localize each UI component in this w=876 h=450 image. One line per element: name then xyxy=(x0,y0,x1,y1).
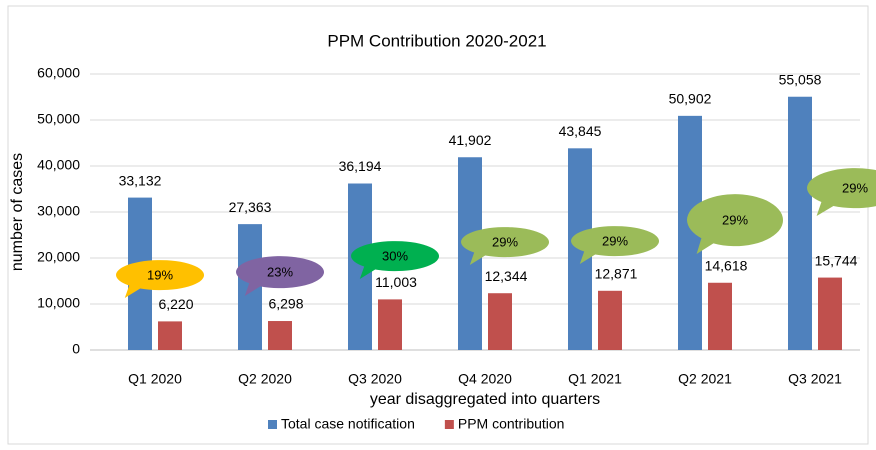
callout: 29% xyxy=(687,194,783,254)
y-tick-label: 60,000 xyxy=(37,65,80,81)
x-tick-label: Q4 2020 xyxy=(458,371,512,387)
bar xyxy=(788,96,812,350)
legend-swatch xyxy=(268,420,277,429)
y-tick-label: 50,000 xyxy=(37,111,80,127)
y-tick-label: 20,000 xyxy=(37,249,80,265)
callout-shape xyxy=(351,241,439,279)
callout-shape xyxy=(571,226,659,264)
callout-text: 19% xyxy=(147,267,173,282)
data-label: 15,744 xyxy=(815,252,858,268)
legend-swatch xyxy=(444,420,454,429)
callout-shape xyxy=(687,194,783,254)
y-tick-label: 30,000 xyxy=(37,203,80,219)
bar xyxy=(598,290,622,350)
x-tick-label: Q1 2021 xyxy=(568,371,622,387)
callout-shape xyxy=(116,260,204,298)
x-tick-label: Q2 2020 xyxy=(238,371,292,387)
data-label: 50,902 xyxy=(669,91,712,107)
x-tick-label: Q1 2020 xyxy=(128,371,182,387)
data-label: 14,618 xyxy=(705,257,748,273)
y-tick-label: 0 xyxy=(72,341,80,357)
callout: 29% xyxy=(807,168,876,216)
callout: 19% xyxy=(116,260,204,298)
callout-text: 30% xyxy=(382,248,408,263)
callout-text: 29% xyxy=(842,180,868,195)
x-tick-label: Q2 2021 xyxy=(678,371,732,387)
bar xyxy=(268,321,292,350)
bar xyxy=(158,321,182,350)
legend-label: Total case notification xyxy=(281,416,415,432)
callout-shape xyxy=(461,227,549,265)
x-tick-label: Q3 2020 xyxy=(348,371,402,387)
data-label: 12,871 xyxy=(595,265,638,281)
callout: 29% xyxy=(571,226,659,264)
data-label: 33,132 xyxy=(119,172,162,188)
x-axis-title: year disaggregated into quarters xyxy=(370,391,600,408)
x-tick-label: Q3 2021 xyxy=(788,371,842,387)
callout-text: 23% xyxy=(267,264,293,279)
callout-text: 29% xyxy=(722,212,748,227)
chart-title: PPM Contribution 2020-2021 xyxy=(327,31,546,50)
data-label: 12,344 xyxy=(485,268,528,284)
y-axis-title: number of cases xyxy=(9,153,26,271)
data-label: 6,298 xyxy=(268,296,303,312)
y-tick-label: 10,000 xyxy=(37,295,80,311)
bar xyxy=(488,293,512,350)
callout: 29% xyxy=(461,227,549,265)
data-label: 6,220 xyxy=(158,296,193,312)
y-tick-label: 40,000 xyxy=(37,157,80,173)
data-label: 41,902 xyxy=(449,132,492,148)
data-label: 36,194 xyxy=(339,158,382,174)
callout-text: 29% xyxy=(602,233,628,248)
callout: 30% xyxy=(351,241,439,279)
data-label: 55,058 xyxy=(779,71,822,87)
callout-shape xyxy=(236,256,324,296)
bar xyxy=(708,282,732,350)
legend-label: PPM contribution xyxy=(458,416,565,432)
callout-text: 29% xyxy=(492,234,518,249)
bar xyxy=(378,299,402,350)
callout: 23% xyxy=(236,256,324,296)
data-label: 27,363 xyxy=(229,199,272,215)
data-label: 43,845 xyxy=(559,123,602,139)
callout-shape xyxy=(807,168,876,216)
data-label: 11,003 xyxy=(375,274,417,290)
bar xyxy=(818,277,842,350)
